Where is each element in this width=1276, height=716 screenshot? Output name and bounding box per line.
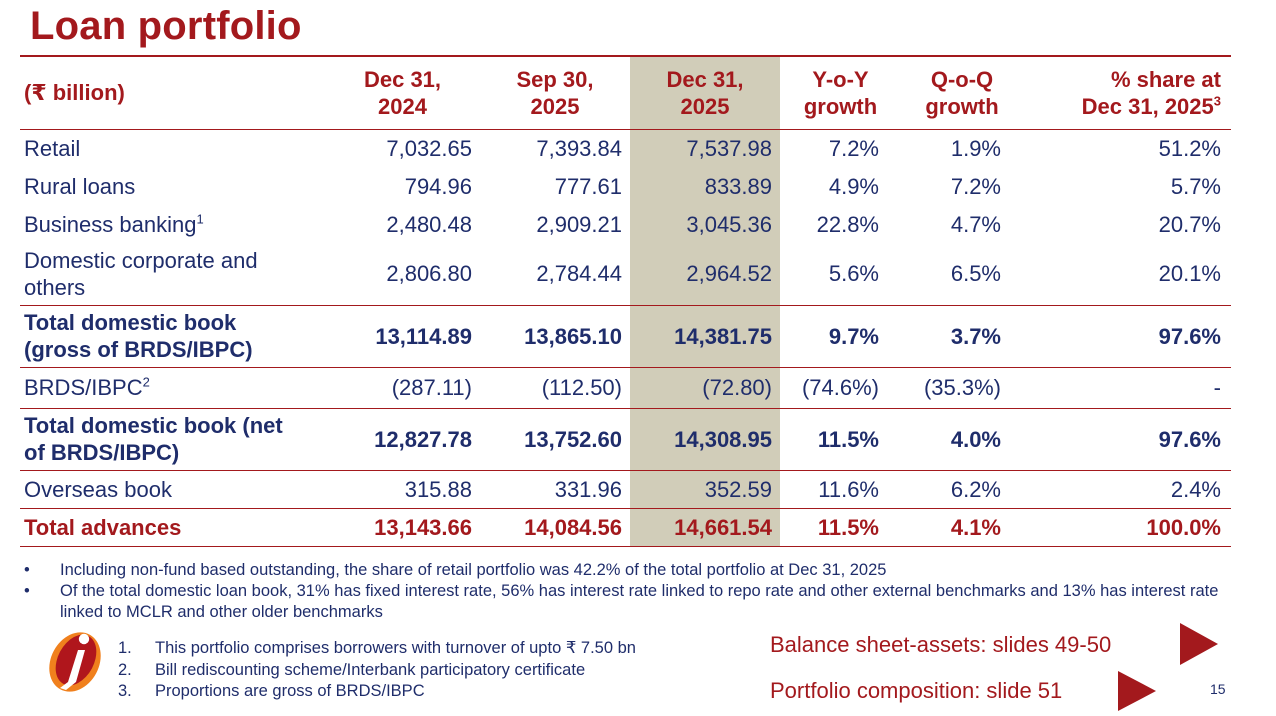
value-sep-2025: 14,084.56 (480, 508, 630, 547)
value-share: 51.2% (1158, 135, 1221, 161)
footnotes: 1. This portfolio comprises borrowers wit… (118, 638, 636, 703)
value-sep-2025: 13,752.60 (480, 408, 630, 471)
play-arrow-icon[interactable] (1180, 623, 1218, 665)
footnote-item: 1. This portfolio comprises borrowers wit… (118, 639, 636, 657)
value-dec-2025: 14,661.54 (630, 508, 780, 547)
value-dec-2025: 14,308.95 (630, 408, 780, 471)
value-dec-2024: 315.88 (325, 470, 480, 509)
value-yoy-growth: 4.9% (828, 173, 879, 199)
value-dec-2024: (287.11) (325, 367, 480, 409)
row-label: Total advances (20, 508, 325, 547)
value-share: 100.0% (1023, 508, 1231, 547)
page-number: 15 (1210, 681, 1226, 697)
row-business-banking: Business banking1 2,480.48 2,909.21 3,045.3… (20, 205, 1231, 243)
header-qoq-growth: Q-o-Q growth (901, 57, 1023, 130)
row-label: Business banking1 (24, 211, 204, 237)
note-item: • Including non-fund based outstanding, t… (24, 561, 887, 579)
row-label: Domestic corporate and others (20, 243, 325, 306)
value-yoy-growth: 9.7% (780, 305, 901, 368)
value-dec-2025: 833.89 (630, 167, 780, 205)
row-label: Rural loans (24, 173, 136, 199)
value-dec-2025: 14,381.75 (630, 305, 780, 368)
icici-bank-logo-icon (49, 632, 101, 692)
value-dec-2024: 2,806.80 (325, 243, 480, 306)
balance-sheet-link[interactable]: Balance sheet-assets: slides 49-50 (770, 632, 1112, 657)
row-total-domestic-net: Total domestic book (net of BRDS/IBPC) 12,… (20, 408, 1231, 471)
row-rural-loans: Rural loans 794.96 777.61 833.89 4.9% 7.2% 5.7… (20, 167, 1231, 205)
value-dec-2024: 7,032.65 (386, 135, 472, 161)
value-dec-2024: 794.96 (404, 173, 472, 199)
row-total-domestic-gross: Total domestic book (gross of BRDS/IBPC) 1… (20, 305, 1231, 368)
table-header-row: (₹ billion) Dec 31, 2024 Sep 30, 2025 Dec … (20, 57, 1231, 130)
value-dec-2024: 12,827.78 (325, 408, 480, 471)
value-share: 5.7% (1170, 173, 1221, 199)
value-sep-2025: (112.50) (480, 367, 630, 409)
value-qoq-growth: 6.2% (901, 470, 1023, 509)
footnote-item: 3. Proportions are gross of BRDS/IBPC (118, 682, 425, 700)
value-yoy-growth: 11.5% (780, 508, 901, 547)
value-qoq-growth: 1.9% (950, 135, 1001, 161)
note-item: • Of the total domestic loan book, 31% ha… (24, 582, 1219, 621)
value-sep-2025: 2,784.44 (480, 243, 630, 306)
value-yoy-growth: 11.6% (780, 470, 901, 509)
value-sep-2025: 7,393.84 (536, 135, 622, 161)
value-yoy-growth: (74.6%) (780, 367, 901, 409)
value-dec-2024: 13,114.89 (325, 305, 480, 368)
value-yoy-growth: 7.2% (828, 135, 879, 161)
value-share: 2.4% (1023, 470, 1231, 509)
row-overseas-book: Overseas book 315.88 331.96 352.59 11.6% 6.2%… (20, 470, 1231, 509)
value-qoq-growth: 4.1% (901, 508, 1023, 547)
row-brds-ibpc: BRDS/IBPC2 (287.11) (112.50) (72.80) (74.6%)… (20, 367, 1231, 409)
row-label: Total domestic book (net of BRDS/IBPC) (20, 408, 325, 471)
value-yoy-growth: 22.8% (816, 211, 879, 237)
title-divider (20, 55, 1231, 57)
value-sep-2025: 331.96 (480, 470, 630, 509)
header-share: % share at Dec 31, 20253 (1023, 57, 1231, 130)
value-dec-2025: 3,045.36 (630, 205, 780, 243)
value-sep-2025: 13,865.10 (480, 305, 630, 368)
value-qoq-growth: 3.7% (901, 305, 1023, 368)
value-qoq-growth: 4.0% (901, 408, 1023, 471)
value-dec-2025: 352.59 (630, 470, 780, 509)
row-domestic-corporate: Domestic corporate and others 2,806.80 2,78… (20, 243, 1231, 306)
value-share: 20.7% (1158, 211, 1221, 237)
value-dec-2025: 7,537.98 (630, 129, 780, 167)
value-share: 97.6% (1023, 305, 1231, 368)
header-yoy-growth: Y-o-Y growth (780, 57, 901, 130)
loan-portfolio-table: (₹ billion) Dec 31, 2024 Sep 30, 2025 Dec … (20, 57, 1231, 547)
value-dec-2024: 2,480.48 (386, 211, 472, 237)
row-total-advances: Total advances 13,143.66 14,084.56 14,661.5… (20, 508, 1231, 547)
header-dec-2025: Dec 31, 2025 (630, 57, 780, 130)
value-dec-2024: 13,143.66 (325, 508, 480, 547)
value-dec-2025: (72.80) (630, 367, 780, 409)
header-dec-2024: Dec 31, 2024 (325, 57, 480, 130)
row-label: Retail (24, 135, 81, 161)
value-dec-2025: 2,964.52 (630, 243, 780, 306)
value-qoq-growth: 7.2% (950, 173, 1001, 199)
value-sep-2025: 2,909.21 (536, 211, 622, 237)
value-share: 20.1% (1023, 243, 1231, 306)
row-label: Total domestic book (gross of BRDS/IBPC) (20, 305, 325, 368)
row-label: BRDS/IBPC2 (20, 367, 325, 409)
portfolio-composition-link[interactable]: Portfolio composition: slide 51 (770, 678, 1063, 703)
row-label: Overseas book (20, 470, 325, 509)
value-qoq-growth: 6.5% (901, 243, 1023, 306)
play-arrow-icon[interactable] (1118, 671, 1156, 711)
value-share: - (1023, 367, 1231, 409)
value-yoy-growth: 5.6% (780, 243, 901, 306)
value-qoq-growth: 4.7% (950, 211, 1001, 237)
value-sep-2025: 777.61 (554, 173, 622, 199)
row-retail: Retail 7,032.65 7,393.84 7,537.98 7.2% 1.9% 51… (20, 129, 1231, 167)
notes-list: • Including non-fund based outstanding, t… (22, 560, 1232, 623)
footnote-item: 2. Bill rediscounting scheme/Interbank pa… (118, 660, 586, 679)
page-title: Loan portfolio (30, 4, 302, 48)
header-unit: (₹ billion) (20, 57, 325, 130)
value-share: 97.6% (1023, 408, 1231, 471)
header-sep-2025: Sep 30, 2025 (480, 57, 630, 130)
value-qoq-growth: (35.3%) (901, 367, 1023, 409)
value-yoy-growth: 11.5% (780, 408, 901, 471)
